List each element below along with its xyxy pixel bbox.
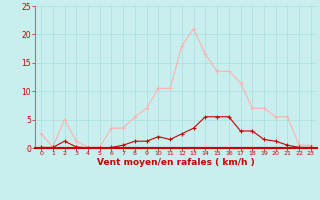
X-axis label: Vent moyen/en rafales ( km/h ): Vent moyen/en rafales ( km/h ) bbox=[97, 158, 255, 167]
